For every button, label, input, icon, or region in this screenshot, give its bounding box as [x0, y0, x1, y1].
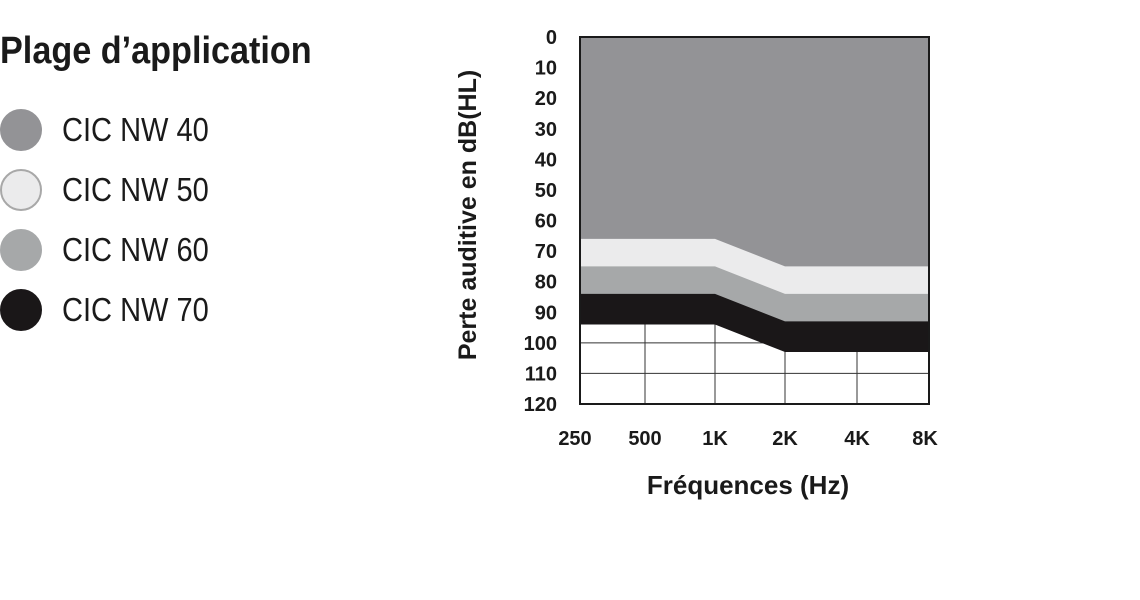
legend-item-cic-nw-40: CIC NW 40	[0, 100, 229, 160]
y-tick-label-50: 50	[535, 180, 557, 202]
y-tick-label-40: 40	[535, 149, 557, 171]
x-tick-label-8k: 8K	[912, 428, 938, 450]
x-axis-label: Fréquences (Hz)	[647, 470, 849, 500]
legend-label-cic-nw-50: CIC NW 50	[62, 171, 209, 208]
x-tick-label-250: 250	[558, 428, 591, 450]
x-tick-label-500: 500	[628, 428, 661, 450]
y-tick-label-10: 10	[535, 58, 557, 80]
legend-swatch-cic-nw-50	[0, 169, 42, 211]
legend-label-cic-nw-60: CIC NW 60	[62, 231, 209, 268]
legend-item-cic-nw-60: CIC NW 60	[0, 220, 229, 280]
legend-item-cic-nw-70: CIC NW 70	[0, 280, 229, 340]
legend-item-cic-nw-50: CIC NW 50	[0, 160, 229, 220]
y-tick-label-70: 70	[535, 241, 557, 263]
y-tick-label-20: 20	[535, 88, 557, 110]
x-tick-label-2k: 2K	[772, 428, 798, 450]
legend-swatch-cic-nw-70	[0, 289, 42, 331]
legend-label-cic-nw-70: CIC NW 70	[62, 291, 209, 328]
y-tick-label-100: 100	[524, 333, 557, 355]
y-tick-label-110: 110	[525, 363, 557, 385]
plot-border	[579, 36, 930, 405]
band-cic-nw-40	[580, 37, 929, 267]
legend: CIC NW 40 CIC NW 50 CIC NW 60 CIC NW 70	[0, 100, 229, 340]
y-tick-label-60: 60	[535, 211, 557, 233]
legend-swatch-cic-nw-40	[0, 109, 42, 151]
y-axis-label: Perte auditive en dB(HL)	[454, 70, 482, 360]
x-tick-label-1k: 1K	[702, 428, 728, 450]
page-title: Plage d’application	[0, 30, 312, 72]
y-tick-label-90: 90	[535, 302, 557, 324]
legend-swatch-cic-nw-60	[0, 229, 42, 271]
x-tick-label-4k: 4K	[844, 428, 870, 450]
legend-label-cic-nw-40: CIC NW 40	[62, 111, 209, 148]
y-tick-label-80: 80	[535, 272, 557, 294]
y-tick-label-30: 30	[535, 119, 557, 141]
y-tick-label-120: 120	[524, 394, 557, 416]
y-tick-label-0: 0	[546, 27, 557, 49]
